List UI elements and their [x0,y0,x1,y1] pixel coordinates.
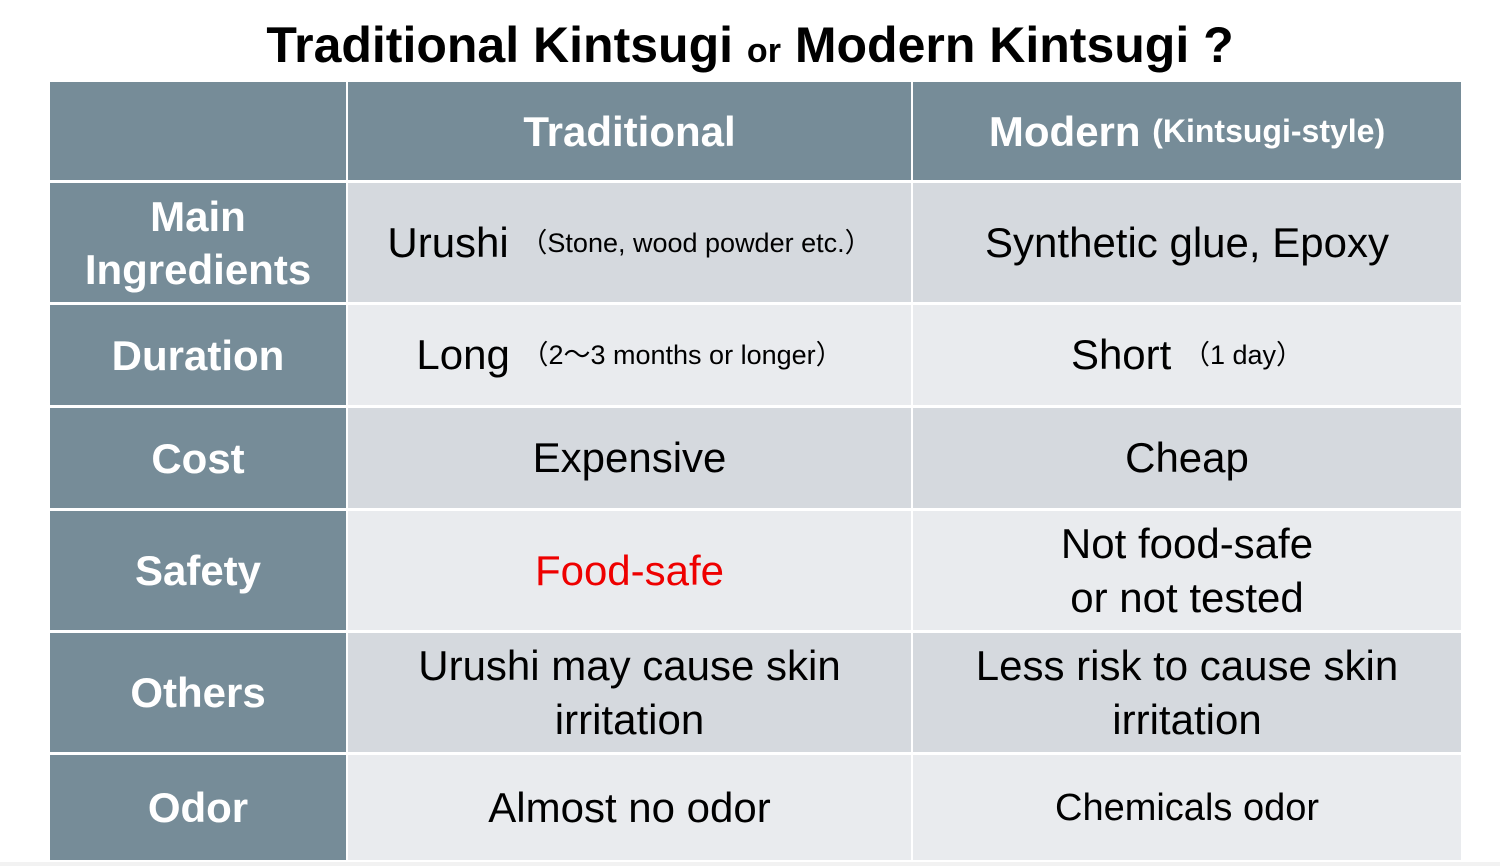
title-part-1: Traditional Kintsugi [266,17,734,73]
cell-value: Less risk to cause skin irritation [975,641,1399,743]
cell-note: （1 day） [1183,340,1304,370]
cell-value: Synthetic glue, Epoxy [985,218,1389,266]
row-label: Main Ingredients [84,192,312,293]
cell-note: （2～3 months or longer） [521,340,843,370]
cell-traditional-cost: Expensive [348,408,911,508]
header-traditional-label: Traditional [523,107,736,155]
cell-value: Urushi may cause skin irritation [418,641,841,743]
cell-value: Almost no odor [488,783,771,831]
cell-modern-duration: Short （1 day） [913,305,1461,405]
row-label-safety: Safety [50,511,346,630]
row-label: Odor [147,784,249,831]
cell-value: Chemicals odor [1055,786,1319,829]
cell-modern-odor: Chemicals odor [913,755,1461,860]
cell-value: Not food-safe or not tested [1060,519,1314,621]
row-label-others: Others [50,633,346,752]
page-title: Traditional Kintsugi or Modern Kintsugi … [0,14,1500,82]
cell-modern-safety: Not food-safe or not tested [913,511,1461,630]
cell-traditional-odor: Almost no odor [348,755,911,860]
cell-traditional-safety: Food-safe [348,511,911,630]
cell-traditional-duration: Long （2～3 months or longer） [348,305,911,405]
cell-value: Expensive [532,434,727,481]
cell-modern-ingredients: Synthetic glue, Epoxy [913,183,1461,302]
row-label-cost: Cost [50,408,346,508]
cell-note: （Stone, wood powder etc.） [520,227,872,258]
cell-value-highlight: Food-safe [534,546,725,594]
header-empty-cell [50,82,346,180]
row-label: Duration [111,331,285,379]
bottom-divider [0,862,1500,866]
cell-modern-cost: Cheap [913,408,1461,508]
row-label: Others [130,669,266,716]
header-traditional: Traditional [348,82,911,180]
header-modern-label: Modern [988,107,1141,155]
cell-modern-others: Less risk to cause skin irritation [913,633,1461,752]
cell-value: Urushi [387,218,509,266]
cell-traditional-others: Urushi may cause skin irritation [348,633,911,752]
row-label: Safety [134,547,262,594]
cell-traditional-ingredients: Urushi （Stone, wood powder etc.） [348,183,911,302]
header-modern-sub: (Kintsugi-style) [1152,112,1386,149]
row-label-duration: Duration [50,305,346,405]
cell-value: Short [1070,331,1172,378]
title-connector: or [746,32,781,70]
row-label-main-ingredients: Main Ingredients [50,183,346,302]
cell-value: Cheap [1125,434,1249,481]
header-modern: Modern (Kintsugi-style) [913,82,1461,180]
comparison-table: Traditional Modern (Kintsugi-style) Main… [50,82,1462,866]
cell-value: Long [416,331,510,378]
row-label-odor: Odor [50,755,346,860]
title-part-2: Modern Kintsugi ? [794,17,1234,73]
row-label: Cost [151,434,245,482]
